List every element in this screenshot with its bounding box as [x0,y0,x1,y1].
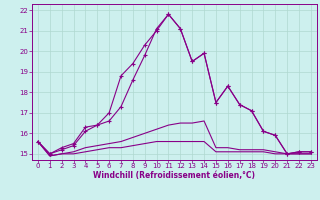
X-axis label: Windchill (Refroidissement éolien,°C): Windchill (Refroidissement éolien,°C) [93,171,255,180]
